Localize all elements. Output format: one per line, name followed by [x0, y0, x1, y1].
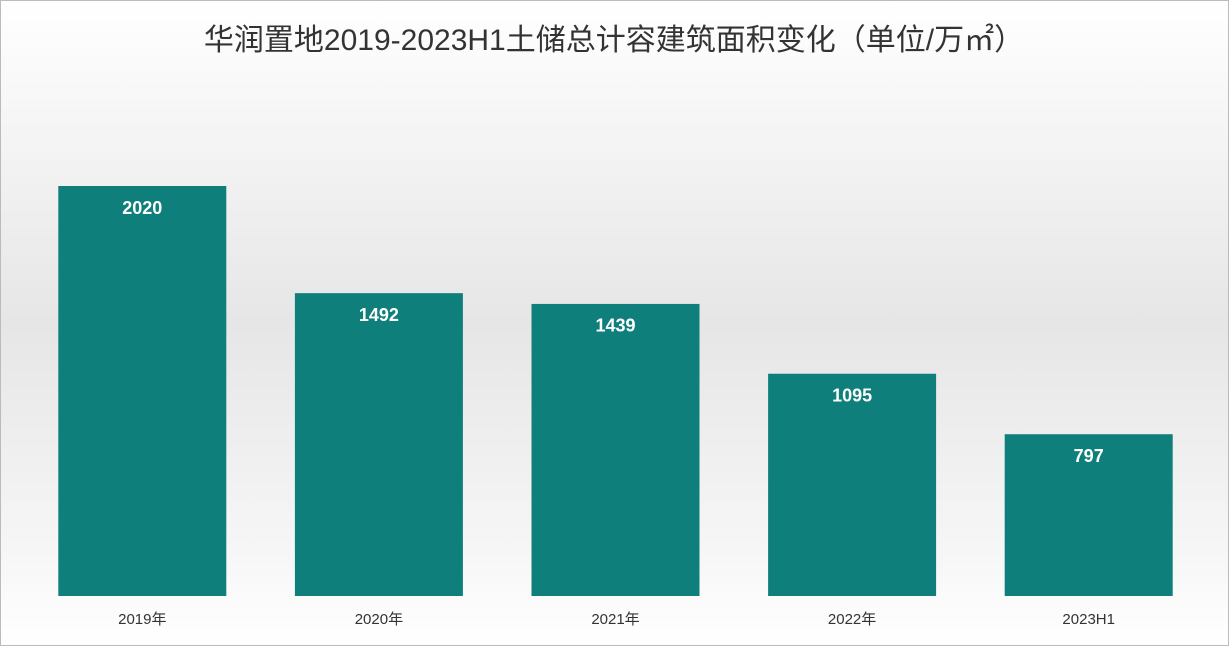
data-label: 1095: [832, 385, 872, 405]
bar: [294, 293, 463, 596]
data-label: 2020: [122, 198, 162, 218]
x-tick-label: 2023H1: [1062, 611, 1115, 628]
data-label: 797: [1074, 446, 1104, 466]
chart-title: 华润置地2019-2023H1土储总计容建筑面积变化（单位/万㎡）: [204, 24, 1024, 57]
x-tick-label: 2019年: [118, 611, 166, 628]
bar: [58, 186, 227, 596]
bar: [1004, 434, 1173, 596]
bar: [768, 373, 937, 596]
data-label: 1439: [595, 316, 635, 336]
data-label: 1492: [359, 305, 399, 325]
x-tick-label: 2020年: [355, 611, 403, 628]
x-tick-label: 2022年: [828, 611, 876, 628]
x-tick-label: 2021年: [591, 611, 639, 628]
bar: [531, 303, 700, 596]
